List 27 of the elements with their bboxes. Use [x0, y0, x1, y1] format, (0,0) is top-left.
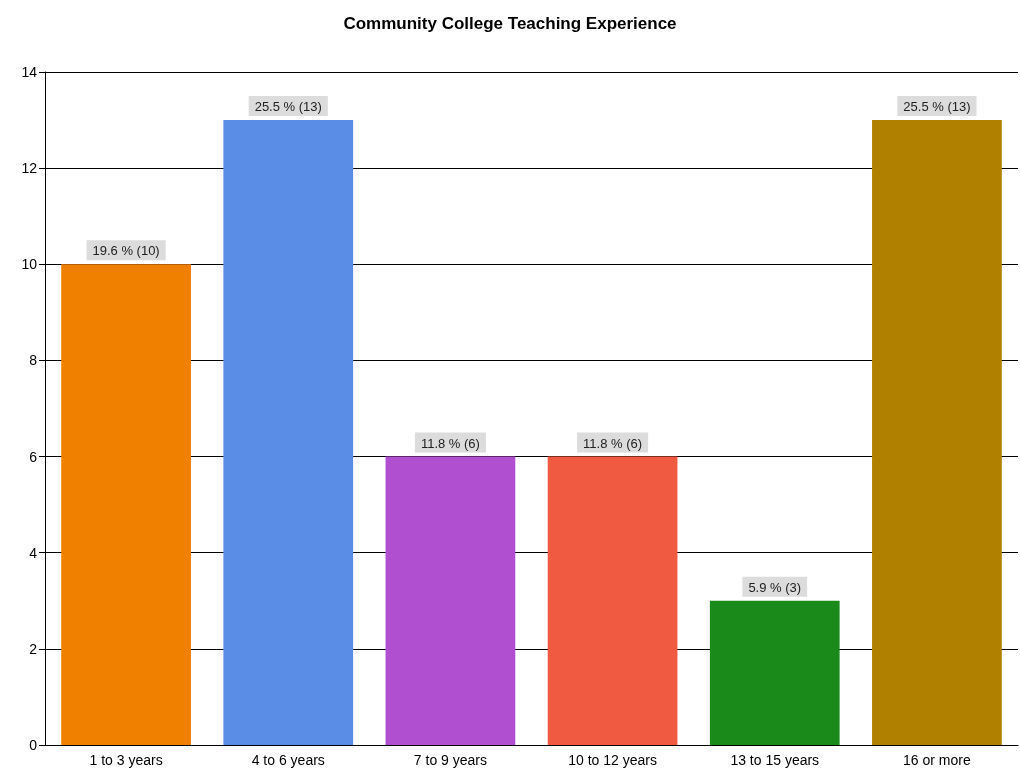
data-label: 11.8 % (6)	[583, 435, 643, 451]
x-tick-label: 7 to 9 years	[413, 752, 487, 768]
data-label: 5.9 % (3)	[748, 579, 802, 595]
bar	[385, 456, 516, 745]
data-label: 25.5 % (13)	[903, 99, 971, 115]
x-tick-label: 16 or more	[903, 752, 971, 768]
y-tick-label: 14	[21, 64, 38, 80]
bar	[547, 456, 678, 745]
y-tick-label: 4	[29, 544, 38, 561]
chart-title: Community College Teaching Experience	[343, 14, 677, 33]
data-label: 25.5 % (13)	[254, 99, 322, 115]
x-tick-label: 4 to 6 years	[251, 752, 325, 768]
y-tick-label: 2	[29, 640, 38, 657]
y-tick-label: 8	[29, 352, 38, 369]
y-tick-label: 10	[21, 256, 38, 273]
bar	[61, 264, 191, 745]
x-tick-label: 10 to 12 years	[568, 752, 657, 768]
bar	[872, 120, 1002, 745]
data-label: 19.6 % (10)	[92, 243, 160, 259]
y-tick-label: 12	[21, 160, 38, 177]
bar	[223, 120, 354, 745]
y-tick-label: 0	[29, 737, 38, 753]
x-tick-label: 13 to 15 years	[730, 752, 820, 768]
x-tick-label: 1 to 3 years	[89, 752, 163, 768]
y-tick-label: 6	[29, 448, 38, 465]
data-label: 11.8 % (6)	[420, 435, 480, 451]
bar	[709, 600, 840, 745]
